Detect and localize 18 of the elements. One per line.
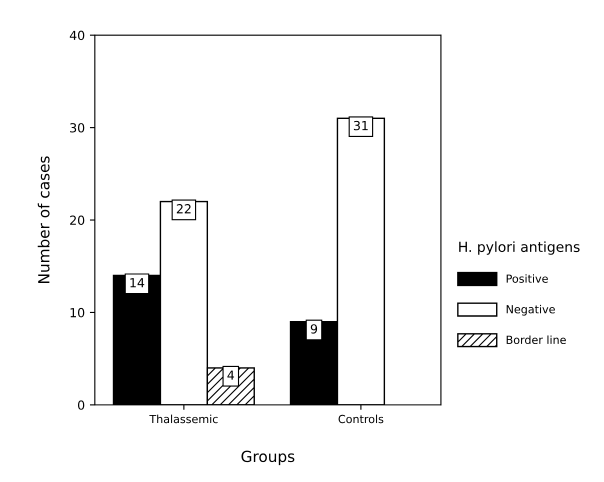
x-axis-title: Groups bbox=[242, 450, 294, 466]
y-tick-label: 40 bbox=[70, 30, 84, 40]
y-tick-label: 20 bbox=[70, 216, 84, 225]
legend-label: Positive bbox=[506, 274, 548, 283]
y-tick-label: 0 bbox=[78, 400, 84, 410]
y-tick-label: 10 bbox=[70, 308, 84, 318]
x-tick-label: Controls bbox=[338, 414, 384, 424]
data-label: 14 bbox=[130, 278, 144, 288]
y-axis-title: Number of cases bbox=[38, 156, 50, 283]
data-label: 31 bbox=[354, 120, 368, 130]
legend-label: Negative bbox=[506, 304, 555, 316]
data-label: 22 bbox=[176, 204, 191, 214]
legend-label: Border line bbox=[506, 335, 566, 344]
x-tick-label: Thalassemic bbox=[149, 414, 218, 424]
y-tick-label: 30 bbox=[70, 123, 84, 133]
data-label: 9 bbox=[310, 324, 318, 334]
data-label: 4 bbox=[227, 370, 234, 380]
legend-title: H. pylori antigens bbox=[459, 241, 580, 255]
